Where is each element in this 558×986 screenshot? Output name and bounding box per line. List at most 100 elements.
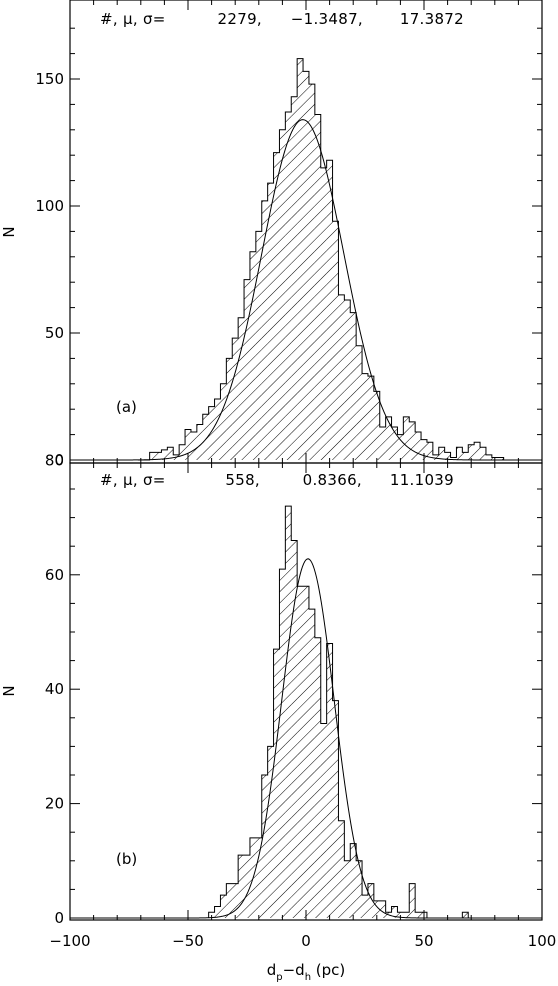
histogram-bar xyxy=(167,447,174,460)
histogram-bar xyxy=(497,457,504,460)
histogram-bar xyxy=(303,71,309,460)
histogram-bar xyxy=(249,251,256,460)
y-tick-label: 60 xyxy=(45,566,64,584)
stats-mu-b: 0.8366, xyxy=(303,471,362,489)
histogram-outline xyxy=(208,505,469,919)
histogram-bar xyxy=(344,860,351,918)
histogram-bar xyxy=(220,383,227,460)
histogram-bar xyxy=(415,912,422,918)
stats-prefix-b: #, μ, σ= xyxy=(100,471,166,489)
histogram-bar xyxy=(356,345,363,460)
histogram-bar xyxy=(426,442,433,460)
histogram-bar xyxy=(385,416,392,460)
histogram-bar xyxy=(238,317,245,460)
histogram-bar xyxy=(196,424,203,460)
histogram-bar xyxy=(415,432,422,460)
histogram-bar xyxy=(362,895,368,918)
x-axis-label-tail: (pc) xyxy=(311,961,345,979)
histogram-bar xyxy=(403,912,410,918)
histogram-bar xyxy=(474,442,481,460)
histogram-bar xyxy=(350,843,357,918)
histogram-bar xyxy=(485,454,492,460)
histogram-bar xyxy=(438,447,445,460)
x-tick-label: −50 xyxy=(172,932,204,950)
histogram-bar xyxy=(421,439,427,460)
x-tick-label: 0 xyxy=(301,932,311,950)
histogram-bar xyxy=(214,399,221,460)
stats-n-a: 2279, xyxy=(218,10,262,28)
y-tick-label: 20 xyxy=(45,795,64,813)
histogram-bar xyxy=(397,434,404,460)
histogram-bar xyxy=(297,58,304,461)
histogram-bar xyxy=(320,723,327,918)
histogram-bar xyxy=(332,221,339,460)
x-tick-label: 100 xyxy=(528,932,557,950)
gaussian-fit-a xyxy=(70,119,542,461)
panel-label-a: (a) xyxy=(116,398,137,416)
histogram-bar xyxy=(409,883,416,918)
histogram-bar xyxy=(291,96,298,460)
histogram-bar xyxy=(226,358,233,460)
histogram-bar xyxy=(314,114,321,460)
histogram-bar xyxy=(267,746,274,918)
histogram-bar xyxy=(379,426,386,460)
histogram-bar xyxy=(190,432,197,460)
histogram-bar xyxy=(291,540,298,918)
histogram-bar xyxy=(409,421,416,460)
histogram-bar xyxy=(391,906,398,918)
histogram-bars-b xyxy=(208,505,469,919)
histogram-bar xyxy=(149,452,156,460)
histogram-bar xyxy=(273,649,280,918)
histogram-bar xyxy=(220,895,227,918)
histogram-bar xyxy=(202,414,209,460)
stats-prefix-a: #, μ, σ= xyxy=(100,10,166,28)
histogram-bar xyxy=(155,452,162,460)
y-axis-label-b: N xyxy=(0,685,18,696)
stats-sigma-a: 17.3872 xyxy=(400,10,464,28)
histogram-bar xyxy=(450,457,457,460)
histogram-bar xyxy=(332,700,339,918)
histogram-bar xyxy=(362,373,368,460)
panel-a: 0 50 100 150 N #, μ, σ= 2279, −1.3487, 17.3… xyxy=(0,0,543,469)
histogram-bars-a xyxy=(137,58,505,461)
histogram-bar xyxy=(308,609,315,918)
histogram-bar xyxy=(214,906,221,918)
x-axis-label-mid: −d xyxy=(283,961,305,979)
x-tick-label: 50 xyxy=(414,932,433,950)
histogram-bar xyxy=(267,183,274,460)
axis-ticks-a xyxy=(69,0,543,463)
y-tick-label: 80 xyxy=(45,451,64,469)
y-tick-labels-a: 0 50 100 150 xyxy=(35,70,64,469)
histogram-bar xyxy=(226,883,233,918)
histogram-bar xyxy=(326,643,333,918)
y-tick-label: 40 xyxy=(45,680,64,698)
histogram-bar xyxy=(308,84,315,460)
y-tick-label: 0 xyxy=(54,451,64,469)
histogram-bar xyxy=(367,376,374,460)
histogram-bar xyxy=(350,312,357,460)
y-tick-label: 50 xyxy=(45,324,64,342)
x-axis-label-sub-h: h xyxy=(305,972,311,983)
histogram-bar xyxy=(462,452,469,460)
axis-ticks-b xyxy=(69,463,543,920)
histogram-bar xyxy=(285,506,292,918)
histogram-bar xyxy=(403,416,410,460)
histogram-bar xyxy=(279,129,286,461)
histogram-bar xyxy=(391,426,398,460)
histogram-bar xyxy=(338,294,345,460)
x-axis-label: dp−dh (pc) xyxy=(267,961,346,983)
y-tick-label: 150 xyxy=(35,70,64,88)
histogram-bar xyxy=(462,912,469,918)
histogram-bar xyxy=(261,200,268,461)
histogram-bar xyxy=(232,338,239,460)
histogram-bar xyxy=(297,586,304,918)
histogram-bar xyxy=(255,231,262,460)
histogram-bar xyxy=(456,447,463,460)
histogram-bar xyxy=(285,112,292,461)
histogram-bar xyxy=(338,820,345,918)
histogram-bar xyxy=(480,447,486,460)
gaussian-fit-b xyxy=(70,558,542,919)
y-tick-label: 0 xyxy=(54,909,64,927)
